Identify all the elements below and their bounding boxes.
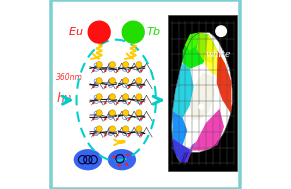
Circle shape bbox=[128, 70, 130, 72]
Circle shape bbox=[96, 94, 102, 100]
Bar bbox=[168, 15, 237, 171]
Circle shape bbox=[128, 134, 130, 136]
Circle shape bbox=[92, 134, 95, 136]
Circle shape bbox=[136, 62, 142, 68]
Circle shape bbox=[116, 102, 118, 104]
Polygon shape bbox=[184, 33, 199, 51]
Circle shape bbox=[123, 78, 129, 84]
Circle shape bbox=[88, 21, 110, 43]
Text: 360nm: 360nm bbox=[56, 73, 83, 82]
Circle shape bbox=[128, 102, 130, 104]
Circle shape bbox=[140, 118, 142, 120]
Circle shape bbox=[136, 110, 142, 116]
Circle shape bbox=[104, 86, 107, 88]
Polygon shape bbox=[192, 109, 224, 151]
Circle shape bbox=[96, 110, 102, 116]
Polygon shape bbox=[183, 33, 215, 69]
Circle shape bbox=[125, 163, 128, 166]
Circle shape bbox=[109, 62, 116, 68]
Circle shape bbox=[96, 126, 102, 132]
Circle shape bbox=[128, 118, 130, 120]
Circle shape bbox=[123, 62, 129, 68]
Circle shape bbox=[136, 78, 142, 84]
Polygon shape bbox=[173, 138, 192, 162]
Circle shape bbox=[123, 94, 129, 100]
Circle shape bbox=[140, 70, 142, 72]
Text: $h\nu$: $h\nu$ bbox=[56, 91, 72, 105]
Circle shape bbox=[216, 26, 226, 36]
Circle shape bbox=[104, 118, 107, 120]
Circle shape bbox=[112, 155, 116, 158]
Text: white: white bbox=[205, 50, 231, 59]
Polygon shape bbox=[217, 51, 231, 114]
Circle shape bbox=[118, 164, 120, 167]
Circle shape bbox=[116, 70, 118, 72]
Circle shape bbox=[109, 94, 116, 100]
Polygon shape bbox=[172, 33, 232, 162]
Circle shape bbox=[96, 62, 102, 68]
Polygon shape bbox=[196, 33, 218, 63]
Circle shape bbox=[92, 118, 95, 120]
Polygon shape bbox=[173, 63, 194, 118]
Circle shape bbox=[140, 134, 142, 136]
Circle shape bbox=[92, 70, 95, 72]
Circle shape bbox=[136, 126, 142, 132]
Polygon shape bbox=[204, 34, 225, 76]
Circle shape bbox=[140, 86, 142, 88]
Circle shape bbox=[140, 102, 142, 104]
Ellipse shape bbox=[108, 149, 136, 170]
Circle shape bbox=[136, 94, 142, 100]
Circle shape bbox=[104, 70, 107, 72]
Circle shape bbox=[109, 110, 116, 116]
Text: $\mathit{Tb}$: $\mathit{Tb}$ bbox=[146, 25, 161, 37]
Circle shape bbox=[104, 102, 107, 104]
Circle shape bbox=[109, 126, 116, 132]
Circle shape bbox=[123, 110, 129, 116]
Circle shape bbox=[116, 86, 118, 88]
Circle shape bbox=[92, 86, 95, 88]
Circle shape bbox=[116, 134, 118, 136]
Ellipse shape bbox=[74, 149, 102, 170]
Circle shape bbox=[123, 126, 129, 132]
Polygon shape bbox=[190, 72, 215, 120]
Circle shape bbox=[92, 102, 95, 104]
Text: $\mathit{Eu}$: $\mathit{Eu}$ bbox=[68, 25, 84, 37]
Polygon shape bbox=[173, 111, 187, 145]
Circle shape bbox=[126, 153, 129, 156]
Circle shape bbox=[199, 105, 203, 109]
Circle shape bbox=[128, 86, 130, 88]
Circle shape bbox=[122, 21, 144, 43]
Polygon shape bbox=[184, 141, 196, 162]
Circle shape bbox=[116, 118, 118, 120]
Circle shape bbox=[96, 78, 102, 84]
Circle shape bbox=[109, 78, 116, 84]
Circle shape bbox=[104, 134, 107, 136]
